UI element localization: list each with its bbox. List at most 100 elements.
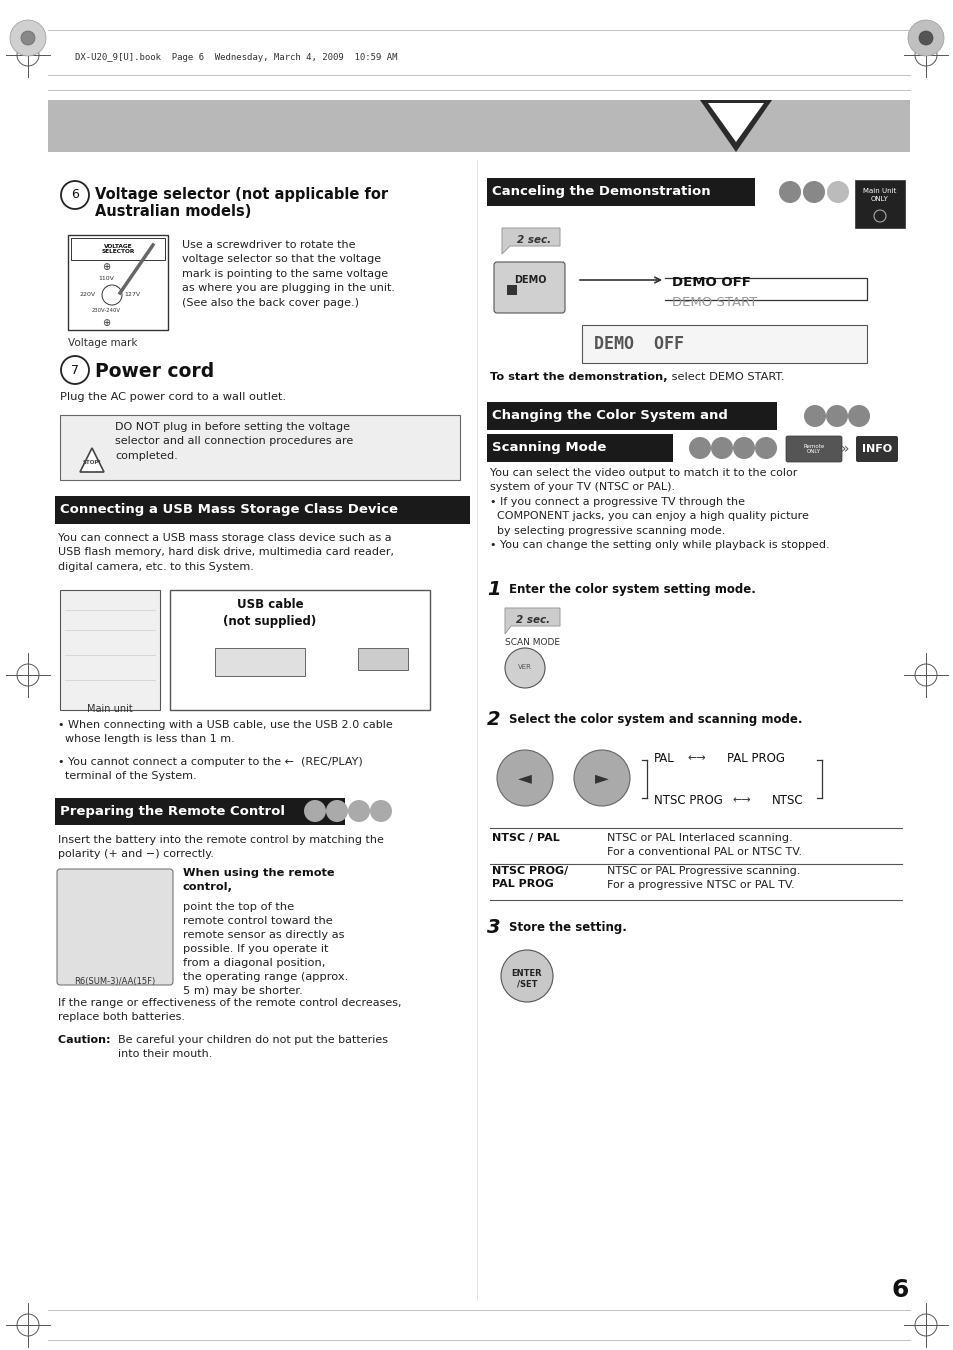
Text: PAL PROG: PAL PROG	[726, 752, 784, 764]
Text: VER: VER	[517, 664, 532, 670]
FancyBboxPatch shape	[486, 402, 776, 431]
Text: Power cord: Power cord	[95, 362, 214, 381]
Text: point the top of the
remote control toward the
remote sensor as directly as
poss: point the top of the remote control towa…	[183, 902, 348, 996]
Polygon shape	[700, 100, 771, 153]
FancyBboxPatch shape	[581, 325, 866, 363]
FancyBboxPatch shape	[48, 100, 909, 153]
FancyBboxPatch shape	[855, 436, 897, 462]
Text: 1: 1	[486, 580, 500, 599]
Text: NTSC or PAL Interlaced scanning.
For a conventional PAL or NTSC TV.: NTSC or PAL Interlaced scanning. For a c…	[606, 833, 801, 857]
Text: NTSC PROG: NTSC PROG	[654, 794, 722, 806]
Polygon shape	[707, 103, 763, 142]
Text: 2 sec.: 2 sec.	[517, 235, 551, 244]
FancyBboxPatch shape	[854, 180, 904, 228]
Text: Insert the battery into the remote control by matching the
polarity (+ and −) co: Insert the battery into the remote contr…	[58, 836, 383, 860]
Text: Canceling the Demonstration: Canceling the Demonstration	[492, 185, 710, 198]
Text: ⊕: ⊕	[102, 262, 110, 271]
FancyBboxPatch shape	[486, 433, 672, 462]
Text: You can select the video output to match it to the color
system of your TV (NTSC: You can select the video output to match…	[490, 468, 829, 549]
Text: VOLTAGE
SELECTOR: VOLTAGE SELECTOR	[101, 243, 134, 254]
Circle shape	[825, 405, 847, 427]
FancyBboxPatch shape	[214, 648, 305, 676]
Circle shape	[326, 801, 348, 822]
FancyBboxPatch shape	[494, 262, 564, 313]
FancyBboxPatch shape	[785, 436, 841, 462]
Text: Scanning Mode: Scanning Mode	[492, 441, 606, 455]
Text: DX-U20_9[U].book  Page 6  Wednesday, March 4, 2009  10:59 AM: DX-U20_9[U].book Page 6 Wednesday, March…	[75, 53, 397, 62]
Circle shape	[826, 181, 848, 202]
Circle shape	[21, 31, 35, 45]
Circle shape	[754, 437, 776, 459]
Circle shape	[304, 801, 326, 822]
Text: ⊕: ⊕	[102, 319, 110, 328]
Circle shape	[907, 20, 943, 55]
Text: 230V-240V: 230V-240V	[91, 309, 120, 313]
Text: ←→: ←→	[687, 753, 705, 763]
Text: /SET: /SET	[517, 980, 537, 988]
FancyBboxPatch shape	[357, 648, 408, 670]
Circle shape	[803, 405, 825, 427]
Text: NTSC: NTSC	[771, 794, 802, 806]
Polygon shape	[501, 228, 559, 254]
Text: DEMO OFF: DEMO OFF	[671, 275, 750, 289]
Text: Main unit: Main unit	[87, 703, 132, 714]
Text: SCAN MODE: SCAN MODE	[504, 639, 559, 647]
FancyBboxPatch shape	[71, 238, 165, 261]
Circle shape	[847, 405, 869, 427]
Text: NTSC / PAL: NTSC / PAL	[492, 833, 559, 842]
Circle shape	[10, 20, 46, 55]
Circle shape	[574, 751, 629, 806]
Text: INFO: INFO	[861, 444, 891, 454]
Text: Enter the color system setting mode.: Enter the color system setting mode.	[509, 583, 755, 595]
Circle shape	[732, 437, 754, 459]
Text: Connecting a USB Mass Storage Class Device: Connecting a USB Mass Storage Class Devi…	[60, 504, 397, 517]
FancyBboxPatch shape	[68, 235, 168, 329]
Text: select DEMO START.: select DEMO START.	[667, 373, 783, 382]
Text: NTSC or PAL Progressive scanning.
For a progressive NTSC or PAL TV.: NTSC or PAL Progressive scanning. For a …	[606, 865, 800, 890]
Text: 220V: 220V	[80, 293, 96, 297]
Text: DEMO START: DEMO START	[671, 296, 757, 309]
FancyBboxPatch shape	[55, 495, 470, 524]
Text: ►: ►	[595, 769, 608, 787]
Text: To start the demonstration,: To start the demonstration,	[490, 373, 667, 382]
Text: 2 sec.: 2 sec.	[516, 616, 550, 625]
FancyBboxPatch shape	[55, 798, 345, 825]
FancyBboxPatch shape	[506, 285, 517, 296]
FancyBboxPatch shape	[170, 590, 430, 710]
Text: Main Unit
ONLY: Main Unit ONLY	[862, 188, 896, 201]
Text: You can connect a USB mass storage class device such as a
USB flash memory, hard: You can connect a USB mass storage class…	[58, 533, 394, 572]
Text: R6(SUM-3)/AA(15F): R6(SUM-3)/AA(15F)	[74, 977, 155, 986]
Text: ◄: ◄	[517, 769, 532, 787]
Text: Voltage mark: Voltage mark	[68, 338, 137, 348]
FancyBboxPatch shape	[60, 414, 459, 481]
Circle shape	[497, 751, 553, 806]
Text: Use a screwdriver to rotate the
voltage selector so that the voltage
mark is poi: Use a screwdriver to rotate the voltage …	[182, 240, 395, 308]
Text: Select the color system and scanning mode.: Select the color system and scanning mod…	[509, 713, 801, 726]
Text: Voltage selector (not applicable for: Voltage selector (not applicable for	[95, 188, 388, 202]
Circle shape	[710, 437, 732, 459]
Text: Be careful your children do not put the batteries
into their mouth.: Be careful your children do not put the …	[118, 1035, 388, 1060]
Text: Plug the AC power cord to a wall outlet.: Plug the AC power cord to a wall outlet.	[60, 392, 286, 402]
Polygon shape	[80, 448, 104, 472]
Circle shape	[802, 181, 824, 202]
Text: 110V: 110V	[98, 277, 113, 282]
Circle shape	[504, 648, 544, 688]
Text: Remote
ONLY: Remote ONLY	[802, 444, 823, 455]
Circle shape	[500, 950, 553, 1002]
Text: 2: 2	[486, 710, 500, 729]
Circle shape	[348, 801, 370, 822]
Polygon shape	[504, 608, 559, 634]
Text: DEMO: DEMO	[514, 275, 546, 285]
Text: DEMO  OFF: DEMO OFF	[594, 335, 683, 352]
Circle shape	[688, 437, 710, 459]
Circle shape	[918, 31, 932, 45]
FancyBboxPatch shape	[57, 869, 172, 985]
Text: 3: 3	[486, 918, 500, 937]
FancyBboxPatch shape	[60, 590, 160, 710]
Circle shape	[370, 801, 392, 822]
Text: ←→: ←→	[732, 795, 751, 805]
Text: 7: 7	[71, 363, 79, 377]
Text: NTSC PROG/
PAL PROG: NTSC PROG/ PAL PROG	[492, 865, 568, 890]
Text: PAL: PAL	[654, 752, 674, 764]
Text: DO NOT plug in before setting the voltage
selector and all connection procedures: DO NOT plug in before setting the voltag…	[115, 423, 353, 460]
